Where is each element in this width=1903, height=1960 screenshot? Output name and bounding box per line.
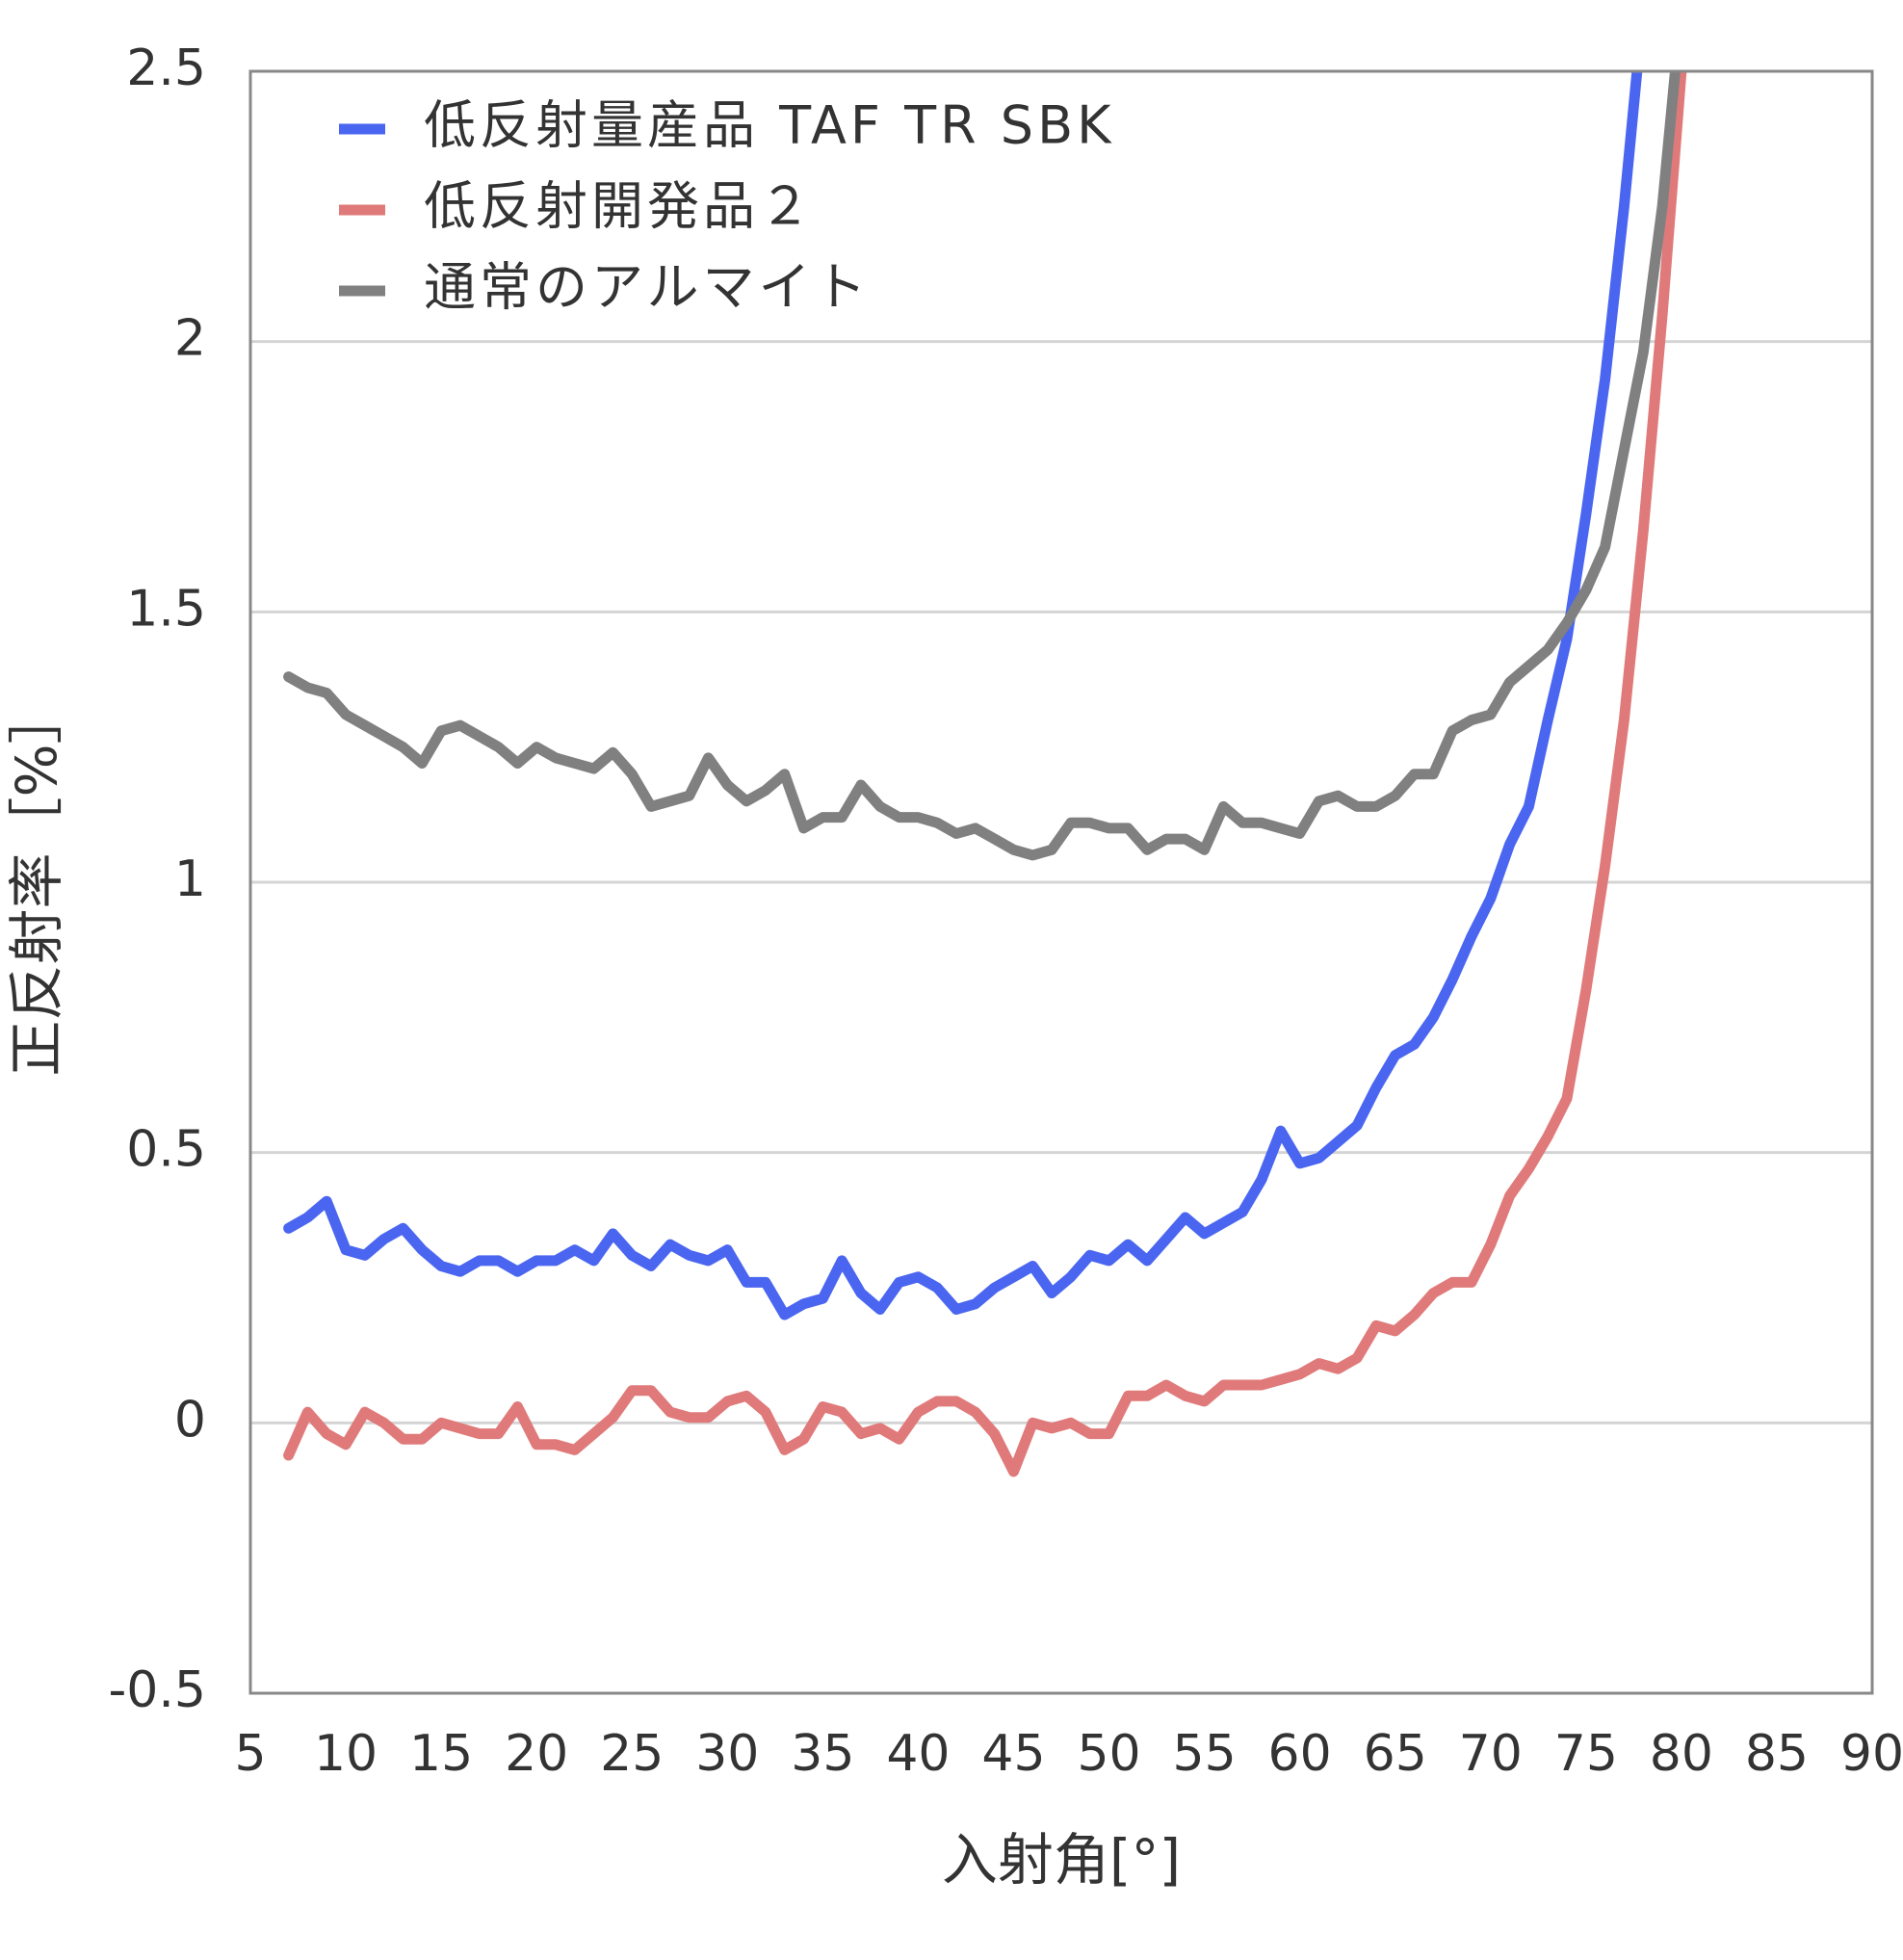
legend-label: 通常のアルマイト xyxy=(424,257,870,318)
x-tick-label: 10 xyxy=(314,1725,378,1783)
x-tick-label: 35 xyxy=(791,1725,854,1783)
y-tick-label: -0.5 xyxy=(109,1661,206,1719)
plot-frame xyxy=(248,69,1874,1695)
y-tick-label: 2.5 xyxy=(126,39,206,97)
x-axis-title: 入射角[°] xyxy=(942,1827,1181,1893)
x-tick-label: 60 xyxy=(1268,1725,1332,1783)
x-tick-label: 65 xyxy=(1364,1725,1427,1783)
legend-label: 低反射開発品２ xyxy=(424,176,815,237)
x-tick-label: 75 xyxy=(1554,1725,1618,1783)
x-tick-label: 80 xyxy=(1650,1725,1713,1783)
legend: 低反射量産品 TAF TR SBK 低反射開発品２ 通常のアルマイト xyxy=(339,95,1115,318)
x-tick-label: 55 xyxy=(1173,1725,1237,1783)
x-tick-label: 5 xyxy=(234,1725,266,1783)
x-tick-label: 85 xyxy=(1745,1725,1809,1783)
x-tick-label: 50 xyxy=(1077,1725,1140,1783)
x-tick-label: 20 xyxy=(505,1725,568,1783)
series-line xyxy=(283,71,1687,1477)
y-tick-label: 0.5 xyxy=(126,1121,206,1179)
x-tick-label: 70 xyxy=(1459,1725,1523,1783)
series-line xyxy=(283,71,1643,1320)
x-tick-label: 25 xyxy=(600,1725,664,1783)
x-tick-label: 40 xyxy=(886,1725,950,1783)
series-line xyxy=(283,71,1681,861)
x-tick-label: 15 xyxy=(409,1725,473,1783)
y-tick-label: 0 xyxy=(174,1391,206,1449)
y-tick-label: 2 xyxy=(174,310,206,368)
legend-label: 低反射量産品 TAF TR SBK xyxy=(424,95,1115,156)
y-tick-label: 1.5 xyxy=(126,580,206,638)
x-tick-label: 30 xyxy=(695,1725,759,1783)
x-tick-label: 45 xyxy=(981,1725,1045,1783)
plot-area xyxy=(283,71,1687,1477)
y-axis-title: 正反射率［%］ xyxy=(4,688,69,1076)
y-tick-label: 1 xyxy=(174,850,206,908)
x-tick-label: 90 xyxy=(1840,1725,1903,1783)
